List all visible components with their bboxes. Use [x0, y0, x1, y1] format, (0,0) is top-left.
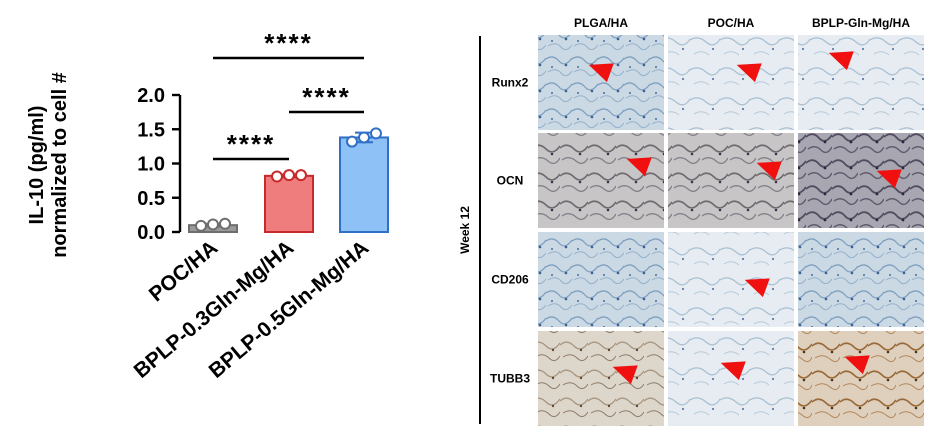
data-point [207, 218, 219, 231]
data-point [271, 170, 283, 183]
red-arrowhead-marker [828, 51, 854, 71]
significance-label: **** [264, 28, 312, 58]
x-tick-label: POC/HA [145, 236, 222, 306]
red-arrowhead-marker [626, 157, 652, 177]
y-tick-label: 0.0 [137, 222, 165, 244]
tissue-image [668, 35, 794, 130]
timepoint-label: Week 12 [458, 206, 472, 254]
red-arrowhead-marker [720, 361, 746, 381]
data-point [370, 127, 382, 140]
tissue-image [798, 232, 924, 327]
red-arrowhead-marker [876, 169, 902, 189]
tissue-image [668, 331, 794, 426]
y-axis-label-line2: normalized to cell # [49, 72, 71, 258]
data-point [219, 217, 231, 230]
column-header: POC/HA [708, 16, 755, 30]
red-arrowhead-marker [588, 63, 614, 83]
tissue-image [538, 133, 664, 228]
significance-label: **** [302, 82, 350, 112]
tissue-image [668, 232, 794, 327]
red-arrowhead-marker [844, 355, 870, 375]
row-label: Runx2 [492, 76, 529, 90]
red-arrowhead-marker [756, 161, 782, 181]
y-tick-label: 1.0 [137, 154, 165, 176]
tissue-image [798, 35, 924, 130]
data-point [346, 135, 358, 148]
tissue-image [798, 133, 924, 228]
bar-chart: **** **** **** 0.0 0.5 1.0 1.5 2.0 POC/HABPLP-… [26, 28, 389, 383]
tissue-image [538, 331, 664, 426]
y-tick-label: 1.5 [137, 119, 165, 141]
row-label: OCN [497, 174, 524, 188]
bar [264, 174, 314, 233]
row-label: CD206 [491, 273, 529, 287]
y-tick-label: 2.0 [137, 85, 165, 107]
red-arrowhead-marker [744, 278, 770, 298]
bar [339, 136, 389, 233]
y-tick-label: 0.5 [137, 188, 165, 210]
row-label: TUBB3 [490, 372, 530, 386]
tissue-image [538, 35, 664, 130]
bars [188, 127, 389, 233]
red-arrowhead-marker [736, 63, 762, 83]
tissue-image [798, 331, 924, 426]
red-arrowhead-marker [612, 365, 638, 385]
data-point [358, 131, 370, 144]
y-ticks: 0.0 0.5 1.0 1.5 2.0 [137, 85, 180, 244]
image-tiles: PLGA/HA POC/HA BPLP-Gln-Mg/HA Runx2 OCN CD206… [490, 16, 924, 426]
significance-brackets: **** **** **** [213, 28, 364, 161]
ihc-image-grid: Week 12 PLGA/HA POC/HA BPLP-Gln-Mg/HA Runx2… [458, 16, 924, 426]
significance-label: **** [227, 129, 275, 159]
column-header: BPLP-Gln-Mg/HA [812, 16, 910, 30]
tissue-image [668, 133, 794, 228]
tissue-image [538, 232, 664, 327]
data-point [195, 219, 207, 232]
data-point [283, 169, 295, 182]
data-point [295, 169, 307, 182]
column-header: PLGA/HA [574, 16, 628, 30]
y-axis-label-line1: IL-10 (pg/ml) [26, 106, 48, 225]
